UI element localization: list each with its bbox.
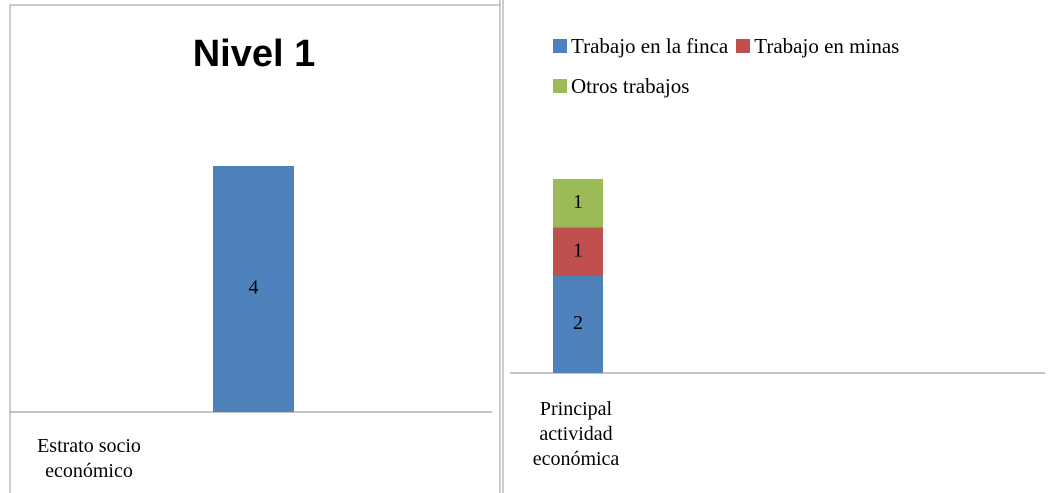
legend-label: Trabajo en minas [754, 33, 900, 58]
legend: Trabajo en la finca Trabajo en minas Otros… [553, 26, 1043, 106]
bar-segment [553, 179, 603, 228]
data-label: 1 [573, 191, 583, 213]
legend-swatch [736, 39, 751, 53]
legend-label: Trabajo en la finca [571, 33, 729, 58]
legend-label: Otros trabajos [571, 73, 690, 98]
bar-segment [553, 276, 603, 373]
x-tick-label: Principal actividad económica [532, 398, 620, 470]
bar [213, 166, 294, 412]
legend-swatch [553, 79, 567, 93]
legend-swatch [553, 39, 567, 53]
data-label: 1 [573, 239, 583, 261]
legend-item: Trabajo en la finca [553, 26, 728, 66]
data-label: 4 [249, 277, 259, 299]
legend-item: Trabajo en minas [736, 26, 899, 66]
chart-title: Nivel 1 [193, 33, 316, 75]
legend-item: Otros trabajos [553, 66, 689, 106]
data-label: 2 [573, 312, 583, 334]
bar-segment [553, 227, 603, 276]
x-tick-label: Estrato socio económico [37, 435, 141, 482]
